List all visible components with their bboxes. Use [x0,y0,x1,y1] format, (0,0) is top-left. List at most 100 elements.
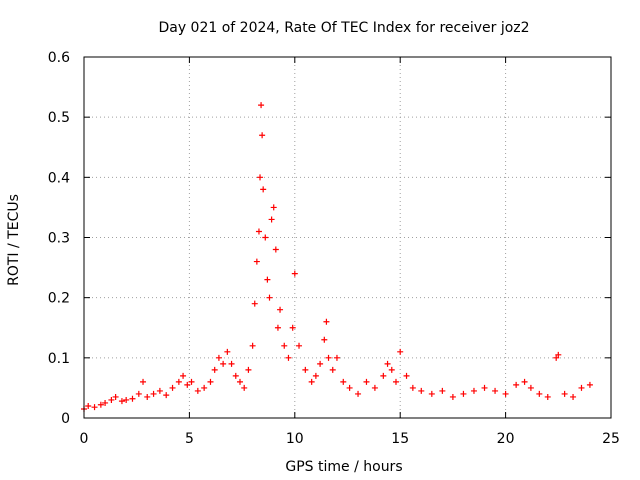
x-axis-label: GPS time / hours [285,459,402,475]
chart-title: Day 021 of 2024, Rate Of TEC Index for r… [158,20,529,36]
data-point [460,390,467,397]
data-point [245,366,252,373]
y-tick-label: 0 [61,411,70,427]
data-point [289,324,296,331]
data-point [388,366,395,373]
data-point [270,204,277,211]
data-point [188,378,195,385]
data-point [285,354,292,361]
data-point [163,392,170,399]
data-point [144,393,151,400]
data-point [249,342,256,349]
data-point [118,398,125,405]
data-point [228,360,235,367]
data-point [259,132,266,139]
data-point [555,351,562,358]
data-point [255,228,262,235]
data-point [264,276,271,283]
data-point [578,384,585,391]
data-point [123,396,130,403]
data-point [207,378,214,385]
data-point [102,399,109,406]
data-point [449,393,456,400]
data-point [184,381,191,388]
data-point [97,401,104,408]
y-tick-label: 0.3 [48,231,70,247]
x-tick-label: 20 [497,431,515,447]
data-point [553,354,560,361]
data-point [140,378,147,385]
x-tick-label: 25 [602,431,620,447]
data-point [513,381,520,388]
data-point [272,246,279,253]
data-point [262,234,269,241]
data-point [112,393,119,400]
data-point [521,378,528,385]
data-point [268,216,275,223]
data-point [371,384,378,391]
data-point [481,384,488,391]
data-point [586,381,593,388]
data-points [81,102,593,412]
data-point [492,387,499,394]
y-tick-label: 0.1 [48,351,70,367]
data-point [333,354,340,361]
data-point [291,270,298,277]
data-point [340,378,347,385]
data-point [296,342,303,349]
data-point [224,348,231,355]
data-point [384,360,391,367]
data-point [175,378,182,385]
x-tick-label: 0 [80,431,89,447]
data-point [312,372,319,379]
axis-ticks: 0 5 10 15 20 25 0 0.1 0.2 0.3 0.4 0.5 0.6 [48,50,620,447]
data-point [561,390,568,397]
plot-frame [83,56,612,419]
data-point [201,384,208,391]
data-point [180,372,187,379]
data-point [211,366,218,373]
grid-lines [84,57,611,418]
y-tick-label: 0.4 [48,170,70,186]
y-tick-label: 0.6 [48,50,70,66]
x-tick-label: 10 [286,431,304,447]
data-point [392,378,399,385]
x-tick-label: 5 [185,431,194,447]
data-point [194,387,201,394]
data-point [129,395,136,402]
data-point [439,387,446,394]
y-tick-label: 0.2 [48,291,70,307]
data-point [220,360,227,367]
data-point [323,318,330,325]
data-point [91,404,98,411]
data-point [317,360,324,367]
data-point [403,372,410,379]
data-point [527,384,534,391]
data-point [329,366,336,373]
data-point [428,390,435,397]
data-point [325,354,332,361]
data-point [346,384,353,391]
data-point [570,393,577,400]
data-point [232,372,239,379]
data-point [260,186,267,193]
data-point [281,342,288,349]
data-point [266,294,273,301]
data-point [308,378,315,385]
data-point [363,378,370,385]
data-point [253,258,260,265]
data-point [409,384,416,391]
data-point [277,306,284,313]
data-point [169,384,176,391]
data-point [302,366,309,373]
data-point [241,384,248,391]
data-point [544,393,551,400]
data-point [150,390,157,397]
data-point [215,354,222,361]
data-point [321,336,328,343]
data-point [251,300,258,307]
x-tick-label: 15 [391,431,409,447]
y-tick-label: 0.5 [48,110,70,126]
data-point [135,390,142,397]
